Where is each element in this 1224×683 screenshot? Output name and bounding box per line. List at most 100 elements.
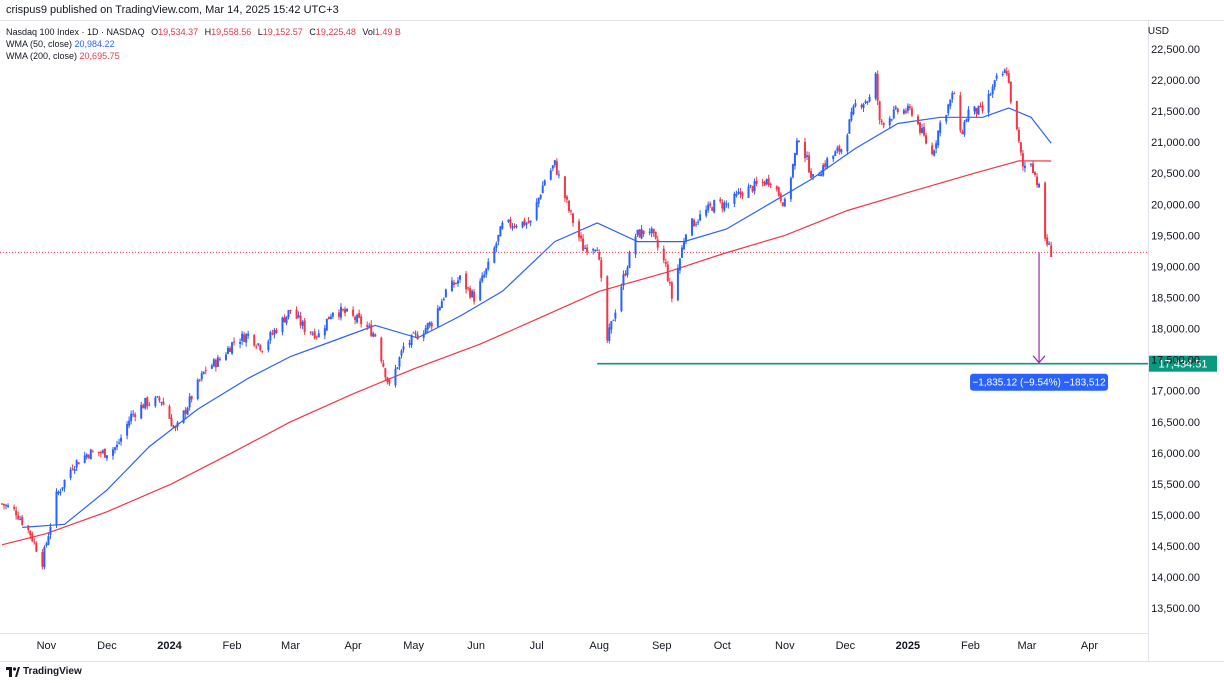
candle: [73, 465, 76, 474]
candle: [598, 249, 601, 261]
candle-body: [812, 174, 815, 177]
candle: [101, 449, 104, 455]
candle-body: [241, 333, 244, 341]
x-tick-label: Nov: [775, 640, 795, 652]
candle-body: [906, 105, 909, 111]
candle-body: [763, 181, 766, 186]
candle: [628, 250, 631, 269]
candle: [638, 229, 641, 238]
candle-body: [485, 268, 488, 275]
candle: [315, 335, 318, 340]
candle: [499, 225, 502, 237]
candle: [454, 282, 457, 285]
candle-body: [216, 357, 219, 367]
candle: [63, 479, 66, 492]
candle: [289, 309, 292, 314]
candle: [836, 145, 839, 154]
wma50-label: WMA (50, close): [6, 39, 73, 49]
candle-body: [967, 109, 970, 121]
candle-body: [543, 180, 546, 186]
candle-body: [428, 322, 431, 326]
candle-body: [822, 165, 825, 176]
candle: [539, 194, 542, 200]
candle: [325, 318, 328, 332]
candle-body: [753, 181, 756, 192]
candle-body: [769, 183, 772, 185]
candle: [826, 156, 829, 170]
candle: [408, 339, 411, 348]
candle: [763, 180, 766, 187]
candle: [410, 334, 413, 348]
candle-body: [354, 316, 357, 321]
candle: [610, 320, 613, 334]
candle: [132, 409, 135, 418]
candle: [261, 350, 264, 354]
candle-body: [233, 341, 236, 343]
candle: [85, 453, 88, 460]
currency-label: USD: [1147, 26, 1169, 37]
candle: [626, 265, 629, 278]
candle: [61, 487, 64, 492]
candle-body: [442, 298, 445, 300]
candle: [779, 192, 782, 203]
candle: [993, 79, 996, 91]
candle: [103, 448, 106, 458]
candle-body: [329, 316, 332, 320]
candle-body: [97, 451, 100, 454]
candle-body: [975, 108, 978, 114]
candle-body: [818, 175, 821, 177]
candle: [224, 352, 227, 361]
x-tick-label: Jun: [467, 640, 485, 652]
candle: [567, 199, 570, 213]
candle-body: [852, 106, 855, 115]
candle-body: [947, 104, 950, 114]
candle: [680, 245, 683, 259]
candle: [99, 450, 102, 458]
candle: [523, 217, 526, 227]
candle: [781, 202, 784, 207]
candle-body: [473, 291, 476, 302]
candle: [281, 316, 284, 336]
y-tick-label: 20,500.00: [1151, 168, 1200, 180]
candle-body: [1023, 165, 1026, 169]
candle-body: [190, 396, 193, 400]
candle: [154, 395, 157, 408]
candle-body: [691, 218, 694, 236]
candle-body: [551, 165, 554, 169]
candle: [311, 331, 314, 336]
price-chart[interactable]: 17,434.51 −1,835.12 (−9.54%) −183,512 13,…: [0, 21, 1224, 661]
candle: [1029, 163, 1032, 168]
symbol-title: Nasdaq 100 Index · 1D · NASDAQ: [6, 27, 145, 37]
candle: [120, 434, 123, 446]
candle: [45, 541, 48, 548]
candle-body: [836, 148, 839, 151]
candle-body: [797, 140, 800, 142]
candle: [580, 232, 583, 242]
candle-body: [626, 267, 629, 276]
candle-body: [767, 178, 770, 186]
candle: [868, 94, 871, 103]
candle: [551, 165, 554, 172]
candle: [283, 314, 286, 323]
y-tick-label: 21,500.00: [1151, 106, 1200, 118]
candle: [529, 220, 532, 227]
candle-body: [1048, 243, 1051, 245]
candle-body: [495, 243, 498, 249]
candle: [43, 545, 46, 570]
candle-body: [846, 135, 849, 152]
candle: [592, 248, 595, 255]
measure-label-box: [970, 373, 1109, 391]
candle: [483, 270, 486, 279]
candle-body: [408, 343, 411, 345]
candle-body: [553, 160, 556, 165]
candle-body: [606, 276, 609, 341]
candle: [69, 467, 72, 481]
candle: [442, 297, 445, 302]
candle-body: [356, 314, 359, 323]
chart-area[interactable]: 17,434.51 −1,835.12 (−9.54%) −183,512 13,…: [0, 21, 1224, 661]
candle-body: [991, 86, 994, 95]
candle: [892, 105, 895, 120]
candle: [396, 367, 399, 370]
y-tick-label: 19,500.00: [1151, 230, 1200, 242]
candle: [596, 247, 599, 252]
